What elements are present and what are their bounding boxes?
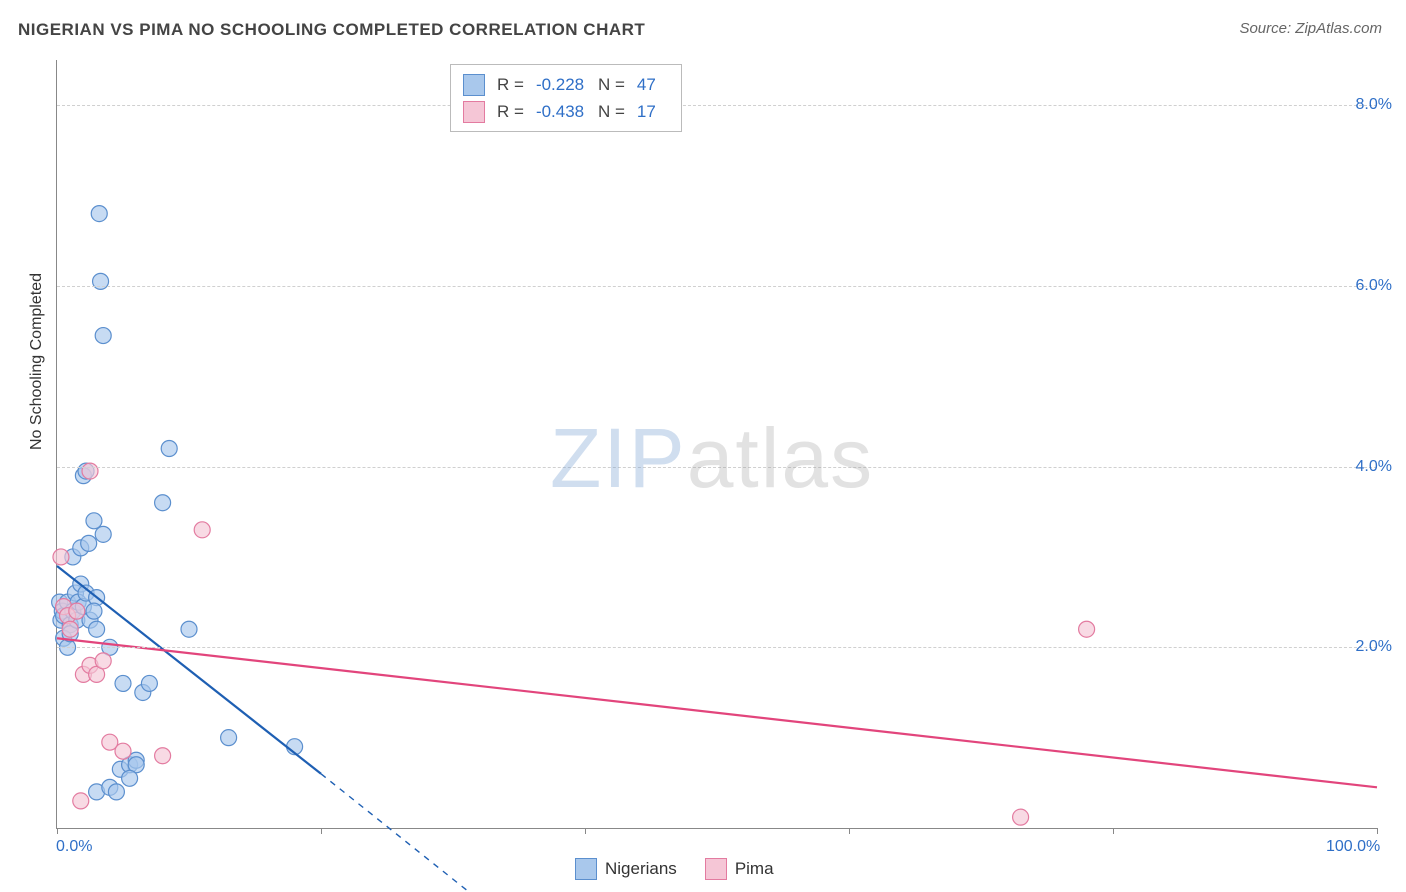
scatter-point [155, 495, 171, 511]
stat-n-label: N = [598, 98, 625, 125]
stat-legend: R = -0.228 N = 47 R = -0.438 N = 17 [450, 64, 682, 132]
scatter-point [181, 621, 197, 637]
series-legend-label: Nigerians [605, 859, 677, 879]
scatter-point [1079, 621, 1095, 637]
stat-n-label: N = [598, 71, 625, 98]
series-legend: Nigerians Pima [575, 858, 774, 880]
regression-line [57, 638, 1377, 787]
stat-n-value: 17 [637, 98, 663, 125]
x-tick-mark [1113, 828, 1114, 834]
gridline [57, 286, 1377, 287]
scatter-point [53, 549, 69, 565]
series-legend-item: Pima [705, 858, 774, 880]
stat-n-value: 47 [637, 71, 663, 98]
x-tick-mark [57, 828, 58, 834]
x-tick-mark [849, 828, 850, 834]
chart-plot-area [56, 60, 1377, 829]
scatter-point [115, 743, 131, 759]
stat-r-value: -0.438 [536, 98, 586, 125]
x-tick-label: 0.0% [56, 838, 92, 856]
series-legend-item: Nigerians [575, 858, 677, 880]
scatter-point [115, 675, 131, 691]
scatter-point [86, 603, 102, 619]
scatter-point [161, 441, 177, 457]
scatter-point [95, 526, 111, 542]
y-tick-label: 8.0% [1356, 96, 1392, 114]
series-legend-label: Pima [735, 859, 774, 879]
scatter-point [69, 603, 85, 619]
gridline [57, 647, 1377, 648]
stat-r-value: -0.228 [536, 71, 586, 98]
x-tick-mark [585, 828, 586, 834]
scatter-point [108, 784, 124, 800]
y-axis-label: No Schooling Completed [28, 273, 46, 450]
scatter-point [93, 273, 109, 289]
x-tick-mark [321, 828, 322, 834]
stat-r-label: R = [497, 71, 524, 98]
scatter-point [91, 206, 107, 222]
scatter-point [221, 730, 237, 746]
scatter-point [194, 522, 210, 538]
source-label: Source: ZipAtlas.com [1239, 20, 1382, 37]
scatter-point [155, 748, 171, 764]
stat-r-label: R = [497, 98, 524, 125]
legend-swatch [705, 858, 727, 880]
x-tick-mark [1377, 828, 1378, 834]
scatter-point [62, 621, 78, 637]
x-tick-label: 100.0% [1326, 838, 1380, 856]
gridline [57, 105, 1377, 106]
y-tick-label: 2.0% [1356, 638, 1392, 656]
scatter-point [82, 463, 98, 479]
scatter-point [86, 513, 102, 529]
chart-title: NIGERIAN VS PIMA NO SCHOOLING COMPLETED … [18, 20, 645, 40]
y-tick-label: 4.0% [1356, 458, 1392, 476]
legend-swatch [463, 74, 485, 96]
stat-legend-row: R = -0.228 N = 47 [463, 71, 663, 98]
scatter-point [1013, 809, 1029, 825]
scatter-point [95, 328, 111, 344]
scatter-point [73, 793, 89, 809]
scatter-point [95, 653, 111, 669]
plot-svg [57, 60, 1377, 828]
y-tick-label: 6.0% [1356, 277, 1392, 295]
scatter-point [122, 770, 138, 786]
legend-swatch [575, 858, 597, 880]
regression-line-dashed [321, 774, 479, 892]
scatter-point [81, 535, 97, 551]
gridline [57, 467, 1377, 468]
scatter-point [89, 621, 105, 637]
stat-legend-row: R = -0.438 N = 17 [463, 98, 663, 125]
scatter-point [141, 675, 157, 691]
legend-swatch [463, 101, 485, 123]
